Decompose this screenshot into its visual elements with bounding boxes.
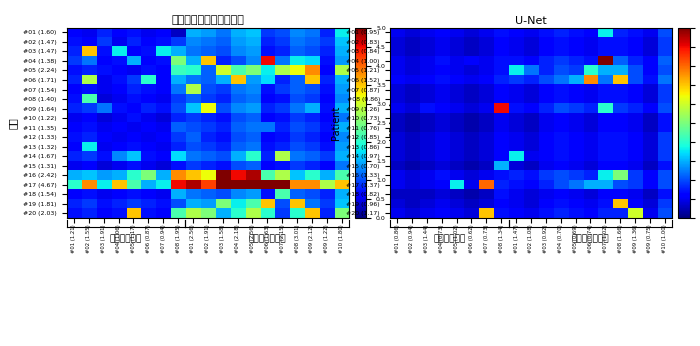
Y-axis label: ASD [mm]: ASD [mm] [389,103,398,142]
Title: 多階層マルチアトラス法: 多階層マルチアトラス法 [172,16,244,26]
Y-axis label: Patient: Patient [330,106,341,140]
Text: 腰回りの筋肉: 腰回りの筋肉 [433,234,466,243]
Text: 脚まわりの筋肉: 脚まわりの筋肉 [248,234,286,243]
Y-axis label: 患者: 患者 [8,117,18,129]
Text: 腰回りの筋肉: 腰回りの筋肉 [110,234,142,243]
Title: U-Net: U-Net [515,16,547,26]
Text: 脚まわりの筋肉: 脚まわりの筋肉 [572,234,609,243]
